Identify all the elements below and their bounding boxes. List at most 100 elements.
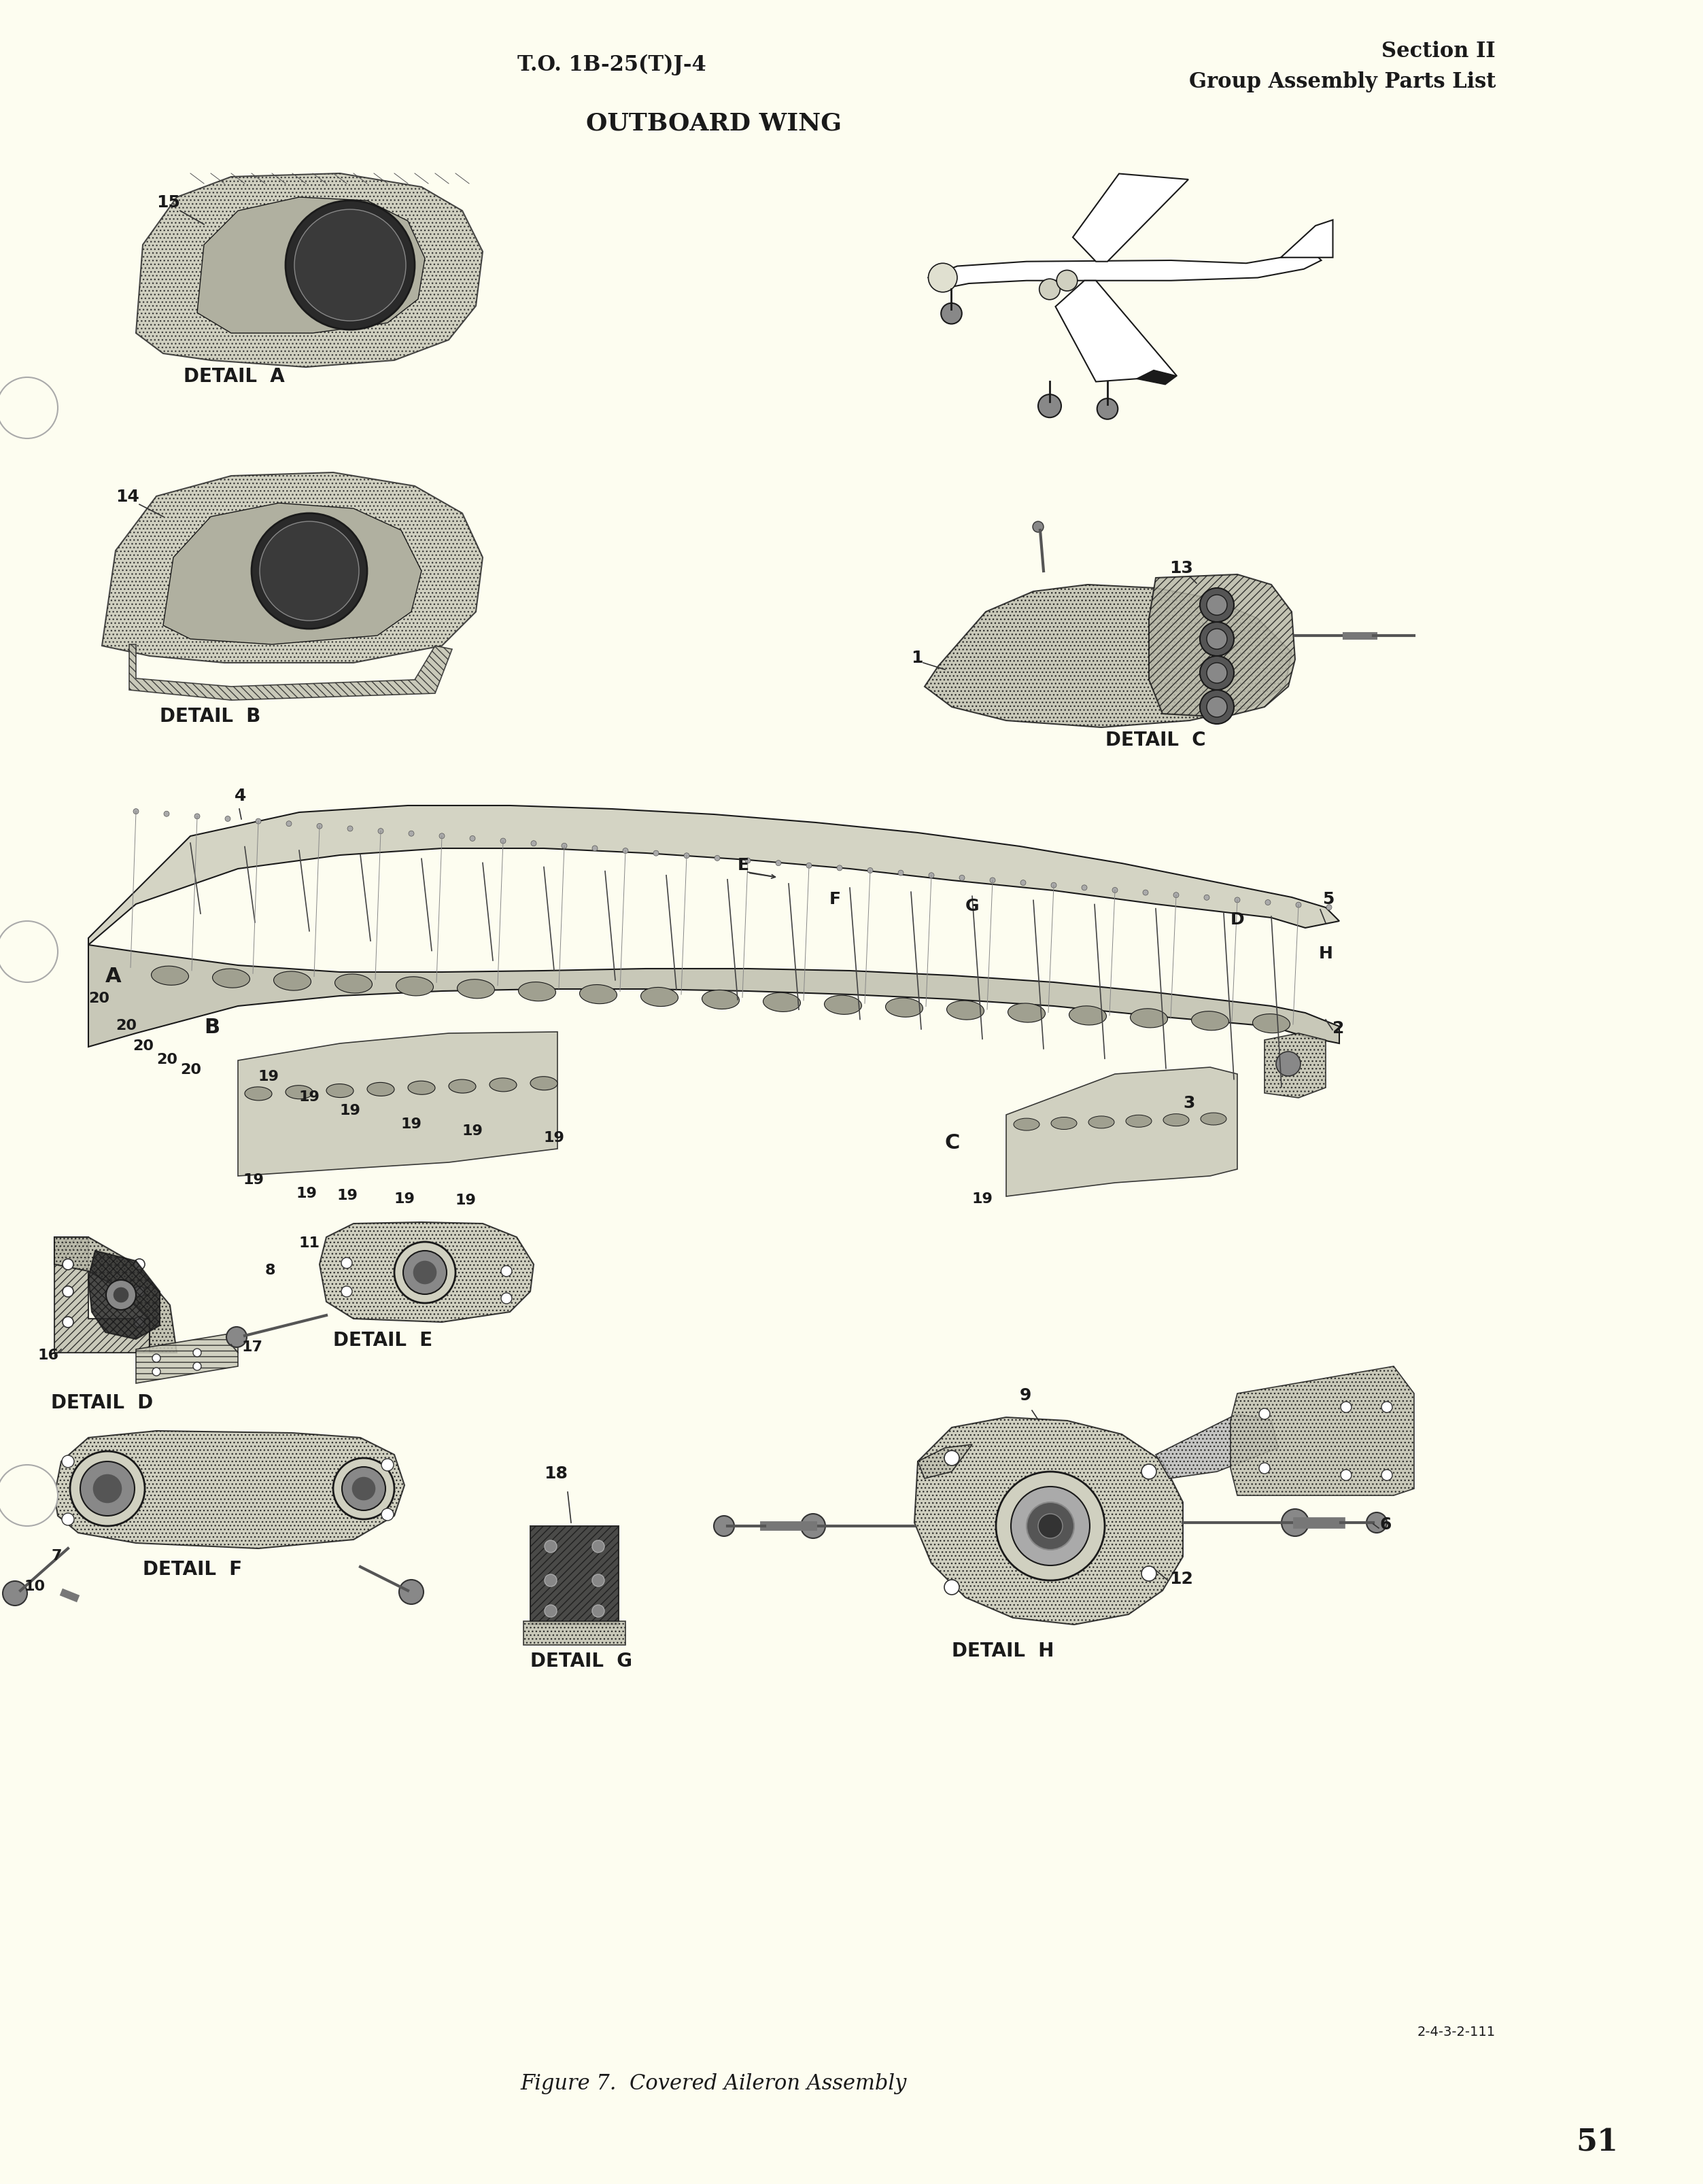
Circle shape (1173, 893, 1178, 898)
Text: T.O. 1B-25(T)J-4: T.O. 1B-25(T)J-4 (518, 55, 707, 76)
Ellipse shape (1013, 1118, 1039, 1131)
Circle shape (1039, 1514, 1063, 1538)
Circle shape (404, 1251, 446, 1295)
Circle shape (746, 858, 751, 863)
Circle shape (3, 1581, 27, 1605)
Circle shape (1207, 629, 1228, 649)
Text: DETAIL  B: DETAIL B (160, 708, 261, 725)
Ellipse shape (1051, 1118, 1076, 1129)
Circle shape (347, 826, 353, 832)
Polygon shape (54, 1431, 405, 1548)
Circle shape (928, 874, 935, 878)
Circle shape (342, 1468, 385, 1511)
Polygon shape (1231, 1367, 1413, 1496)
Circle shape (135, 1286, 145, 1297)
Text: 4: 4 (235, 788, 247, 804)
Circle shape (192, 1363, 201, 1369)
Ellipse shape (245, 1088, 272, 1101)
Text: 19: 19 (972, 1192, 993, 1206)
Circle shape (996, 1472, 1105, 1581)
Circle shape (1281, 1509, 1308, 1535)
Ellipse shape (1201, 1114, 1226, 1125)
Circle shape (685, 854, 690, 858)
Circle shape (593, 1540, 605, 1553)
Ellipse shape (213, 970, 250, 987)
Ellipse shape (489, 1079, 516, 1092)
Circle shape (378, 828, 383, 834)
Text: 19: 19 (341, 1103, 361, 1118)
Circle shape (1039, 395, 1061, 417)
Text: 20: 20 (157, 1053, 177, 1066)
Circle shape (593, 845, 598, 852)
Circle shape (194, 815, 199, 819)
Circle shape (1039, 280, 1059, 299)
Text: 8: 8 (266, 1265, 276, 1278)
Polygon shape (918, 1444, 972, 1479)
Circle shape (395, 1243, 455, 1304)
Text: 19: 19 (543, 1131, 565, 1144)
Circle shape (501, 1267, 513, 1278)
Text: B: B (204, 1018, 220, 1037)
Ellipse shape (886, 998, 923, 1018)
Text: 16: 16 (37, 1348, 58, 1363)
Polygon shape (1056, 280, 1177, 382)
Circle shape (1207, 662, 1228, 684)
Circle shape (593, 1575, 605, 1586)
Polygon shape (238, 1031, 557, 1175)
Text: DETAIL  E: DETAIL E (334, 1330, 433, 1350)
Circle shape (943, 1579, 959, 1594)
Ellipse shape (518, 983, 555, 1000)
Polygon shape (320, 1223, 533, 1321)
Circle shape (1276, 1051, 1301, 1077)
Circle shape (252, 513, 368, 629)
Circle shape (259, 522, 359, 620)
Circle shape (867, 867, 874, 874)
Circle shape (439, 834, 444, 839)
Polygon shape (54, 1236, 177, 1352)
Circle shape (1381, 1470, 1393, 1481)
Polygon shape (89, 806, 1339, 946)
Circle shape (654, 850, 659, 856)
Circle shape (1141, 1566, 1156, 1581)
Polygon shape (1156, 1413, 1277, 1479)
Circle shape (286, 821, 291, 826)
Text: Figure 7.  Covered Aileron Assembly: Figure 7. Covered Aileron Assembly (521, 2073, 908, 2094)
Text: 5: 5 (1322, 891, 1333, 906)
Circle shape (255, 819, 261, 823)
Circle shape (1366, 1511, 1386, 1533)
Circle shape (135, 1258, 145, 1269)
Ellipse shape (1126, 1116, 1151, 1127)
Circle shape (135, 1317, 145, 1328)
Circle shape (1201, 690, 1235, 723)
Circle shape (1112, 887, 1117, 893)
Circle shape (0, 378, 58, 439)
Polygon shape (54, 1236, 150, 1352)
Text: 19: 19 (296, 1186, 317, 1201)
Circle shape (106, 1280, 136, 1310)
Circle shape (63, 1317, 73, 1328)
Ellipse shape (456, 978, 494, 998)
Circle shape (351, 1476, 376, 1500)
Circle shape (775, 860, 782, 865)
Ellipse shape (1131, 1009, 1168, 1029)
Circle shape (959, 876, 964, 880)
Circle shape (112, 1286, 129, 1304)
Text: 19: 19 (462, 1125, 484, 1138)
Text: 2: 2 (1332, 1020, 1344, 1037)
Text: 14: 14 (116, 489, 140, 505)
Polygon shape (89, 1251, 160, 1339)
Circle shape (1097, 397, 1117, 419)
Circle shape (192, 1348, 201, 1356)
Polygon shape (530, 1527, 618, 1625)
Circle shape (1327, 904, 1332, 911)
Text: 20: 20 (89, 992, 109, 1005)
Circle shape (1020, 880, 1025, 885)
Circle shape (61, 1514, 75, 1524)
Circle shape (928, 264, 957, 293)
Circle shape (897, 869, 904, 876)
Text: 12: 12 (1170, 1570, 1194, 1588)
Circle shape (1201, 622, 1235, 655)
Ellipse shape (1088, 1116, 1114, 1129)
Circle shape (806, 863, 812, 869)
Polygon shape (136, 1332, 238, 1382)
